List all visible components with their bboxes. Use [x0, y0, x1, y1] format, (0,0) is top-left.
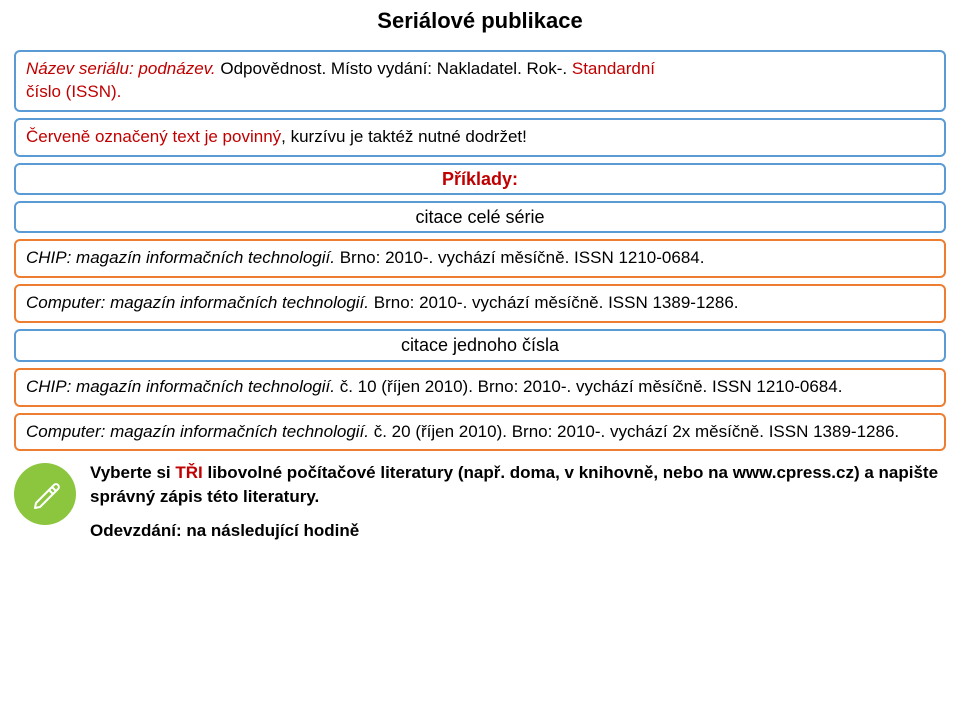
computer-issue-box: Computer: magazín informačních technolog… — [14, 413, 946, 452]
chip-issue-title: CHIP: magazín informačních technologií. — [26, 377, 335, 396]
computer-series-box: Computer: magazín informačních technolog… — [14, 284, 946, 323]
pattern-mid: Odpovědnost. Místo vydání: Nakladatel. R… — [216, 59, 572, 78]
task-post: libovolné počítačové literatury (např. d… — [90, 463, 938, 506]
computer-series-title: Computer: magazín informačních technolog… — [26, 293, 369, 312]
chip-series-title: CHIP: magazín informačních technologií. — [26, 248, 335, 267]
task-body: Vyberte si TŘI libovolné počítačové lite… — [90, 461, 946, 552]
task-row: Vyberte si TŘI libovolné počítačové lite… — [14, 461, 946, 552]
computer-issue-rest: č. 20 (říjen 2010). Brno: 2010-. vychází… — [369, 422, 899, 441]
chip-series-rest: Brno: 2010-. vychází měsíčně. ISSN 1210-… — [335, 248, 704, 267]
section1-label: citace celé série — [415, 207, 544, 227]
chip-series-box: CHIP: magazín informačních technologií. … — [14, 239, 946, 278]
pattern-red-italic: Název seriálu: podnázev. — [26, 59, 216, 78]
pattern-red-end2: číslo (ISSN). — [26, 82, 121, 101]
section2-label-box: citace jednoho čísla — [14, 329, 946, 361]
examples-label-box: Příklady: — [14, 163, 946, 195]
chip-issue-rest: č. 10 (říjen 2010). Brno: 2010-. vychází… — [335, 377, 842, 396]
pattern-red-end1: Standardní — [572, 59, 655, 78]
task-line2: Odevzdání: na následující hodině — [90, 519, 946, 543]
pencil-badge — [14, 463, 76, 525]
note-box: Červeně označený text je povinný, kurzív… — [14, 118, 946, 157]
task-red: TŘI — [175, 463, 202, 482]
examples-label: Příklady: — [442, 169, 518, 189]
task-pre: Vyberte si — [90, 463, 175, 482]
pattern-box: Název seriálu: podnázev. Odpovědnost. Mí… — [14, 50, 946, 112]
note-red: Červeně označený text je povinný — [26, 127, 281, 146]
computer-series-rest: Brno: 2010-. vychází měsíčně. ISSN 1389-… — [369, 293, 738, 312]
pencil-icon — [27, 476, 63, 512]
page-title: Seriálové publikace — [0, 0, 960, 44]
note-rest: , kurzívu je taktéž nutné dodržet! — [281, 127, 527, 146]
section1-label-box: citace celé série — [14, 201, 946, 233]
section2-label: citace jednoho čísla — [401, 335, 559, 355]
chip-issue-box: CHIP: magazín informačních technologií. … — [14, 368, 946, 407]
computer-issue-title: Computer: magazín informačních technolog… — [26, 422, 369, 441]
